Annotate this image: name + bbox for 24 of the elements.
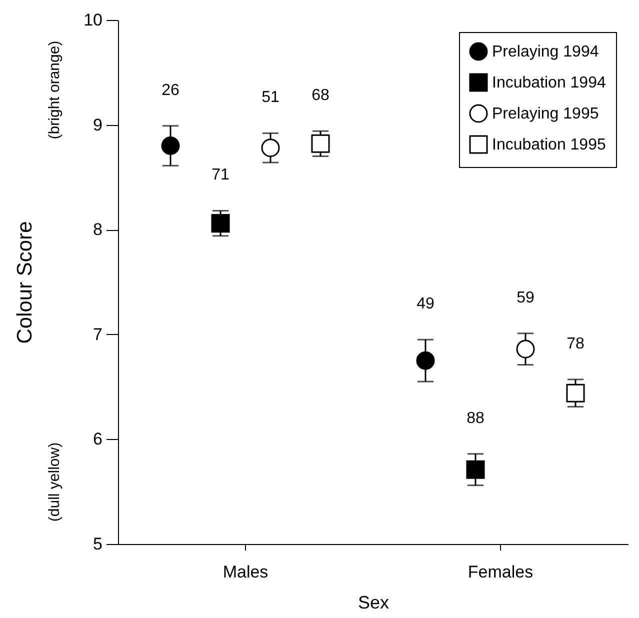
- y-tick-label: 10: [84, 10, 102, 30]
- x-tick-label: Males: [222, 562, 268, 582]
- legend-label: Prelaying 1994: [492, 44, 599, 60]
- annotation: 71: [212, 166, 230, 184]
- y-tick-label: 7: [93, 324, 102, 344]
- text: (bright orange): [46, 40, 63, 140]
- x-tick-label: Females: [468, 562, 534, 582]
- y-axis-title: Colour Score: [14, 221, 37, 344]
- annotation: 78: [566, 335, 584, 352]
- annotation: 59: [516, 289, 534, 306]
- annotation: 88: [466, 410, 484, 427]
- annotation: 26: [162, 82, 180, 99]
- annotation: 51: [262, 89, 280, 106]
- x-axis-title: Sex: [358, 592, 390, 612]
- legend-label: Incubation 1994: [492, 74, 606, 92]
- annotation: 68: [312, 87, 330, 104]
- legend-label: Incubation 1995: [492, 136, 606, 154]
- legend-label: Prelaying 1995: [492, 106, 599, 122]
- text: (dull yellow): [46, 442, 63, 522]
- annotation: 49: [416, 296, 434, 313]
- y-tick-label: 8: [93, 220, 102, 240]
- y-tick-label: 5: [93, 534, 102, 554]
- y-tick-label: 6: [93, 430, 102, 449]
- y-tick-label: 9: [93, 115, 102, 134]
